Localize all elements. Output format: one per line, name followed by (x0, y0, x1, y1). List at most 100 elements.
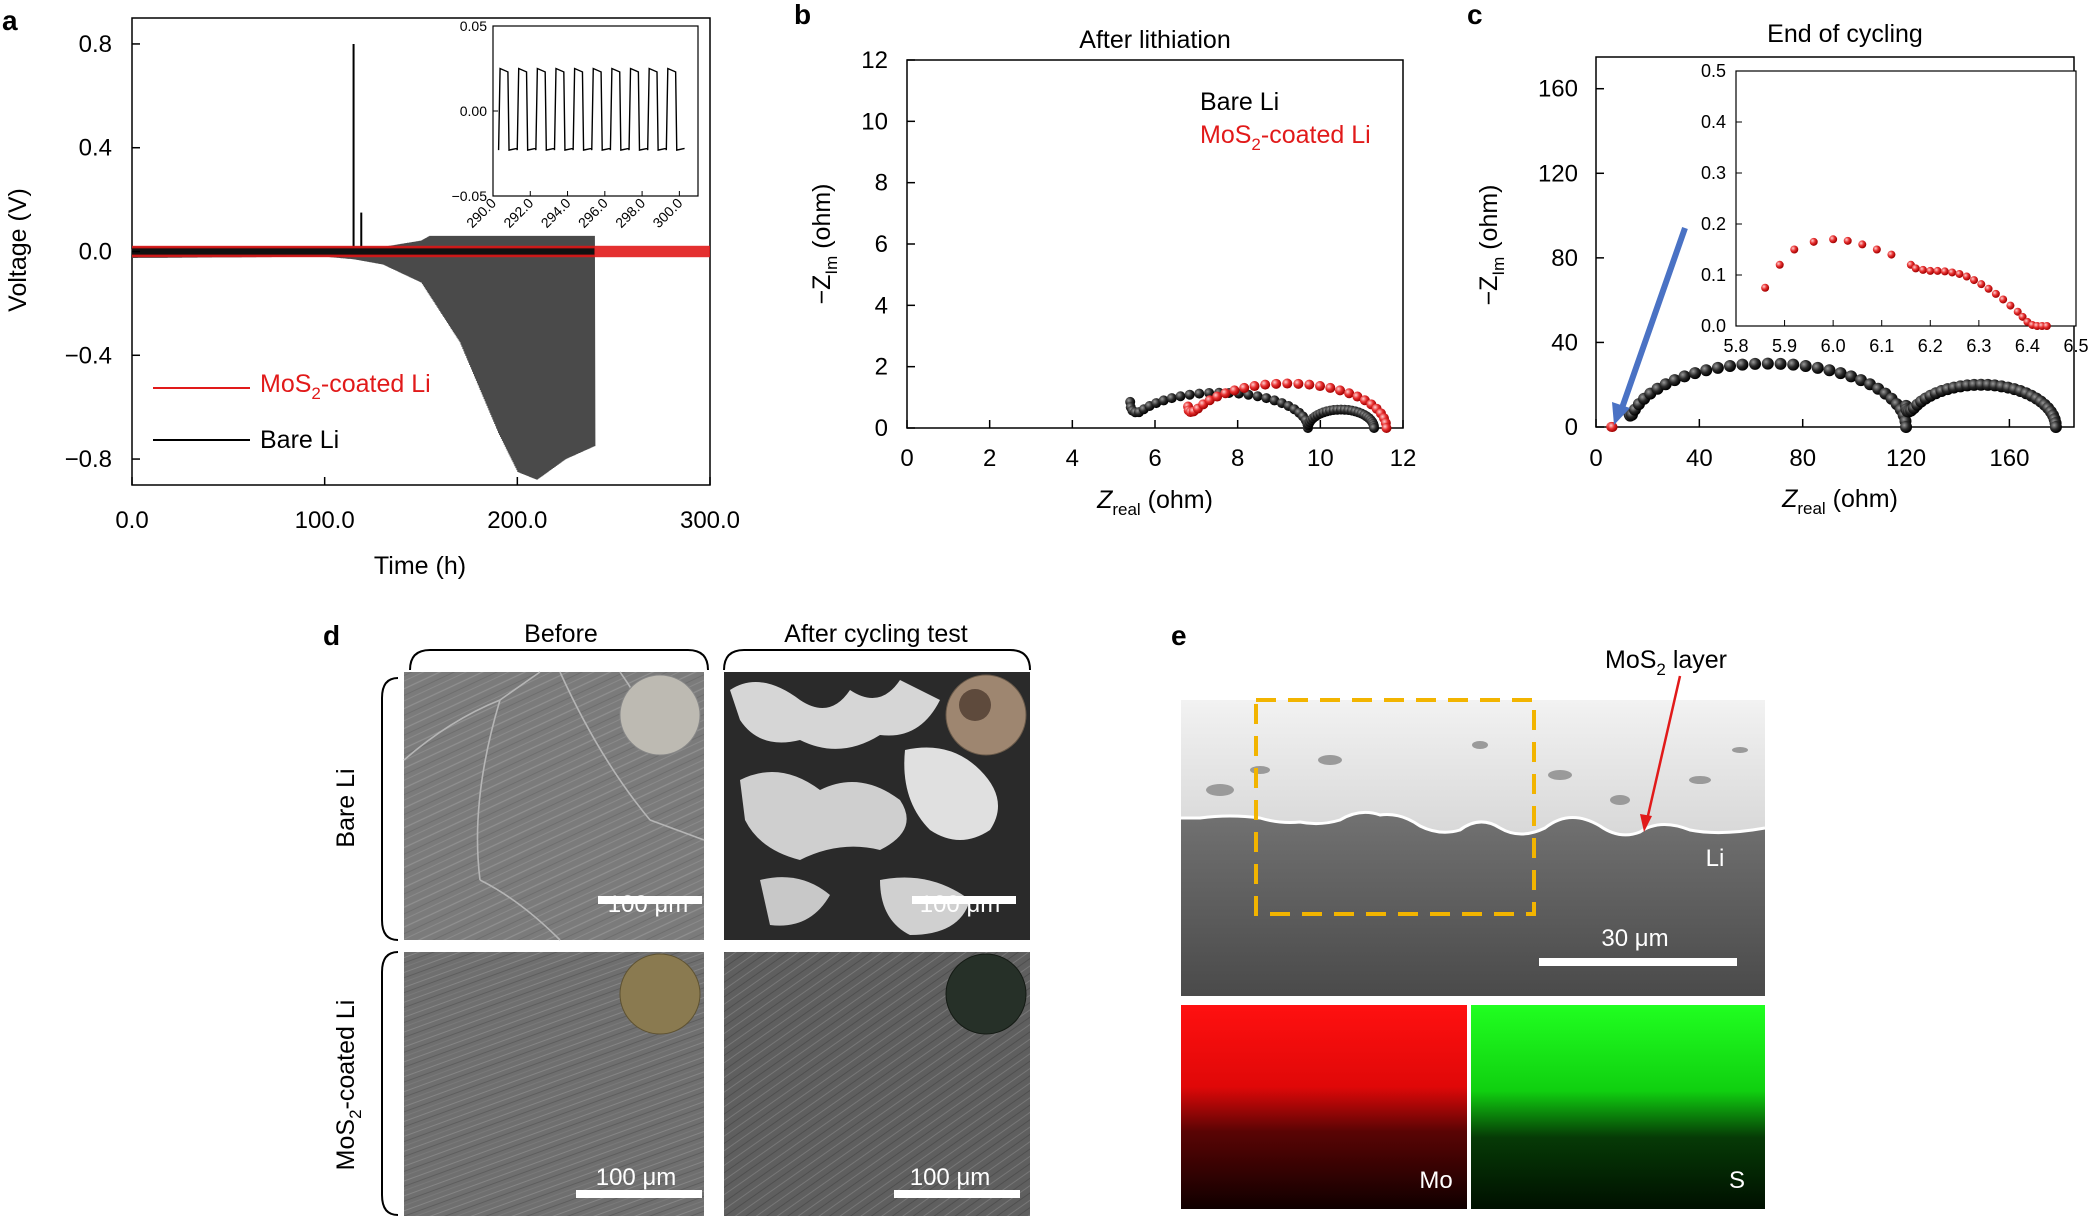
inset-x-tick-label: 6.4 (2015, 336, 2040, 356)
inset-mos2-point (1962, 272, 1971, 281)
bare-li-point (1700, 364, 1713, 377)
mos2-point (1260, 379, 1271, 390)
mos2-point (1271, 378, 1282, 389)
inset-mos2-point (1970, 276, 1978, 285)
x-tick-label: 4 (1066, 445, 1079, 472)
scale-label: 100 μm (608, 891, 689, 918)
scale-bar-e (1539, 958, 1737, 966)
scale-bar (576, 1190, 702, 1198)
y-tick-label: 40 (1551, 329, 1578, 356)
bare-li-point (1689, 367, 1702, 380)
inset-voltage-trace (497, 67, 685, 151)
eds-map-mo (1181, 1005, 1467, 1209)
bare-li-point (1799, 359, 1812, 372)
scale-bar (912, 896, 1016, 904)
bare-li-point (1854, 374, 1867, 387)
panel-c-letter: c (1467, 0, 1483, 30)
x-tick-label: 40 (1686, 445, 1713, 472)
bracket-mos2 (381, 951, 399, 1216)
eds-s-label: S (1729, 1167, 1745, 1194)
y-tick-label: 160 (1538, 76, 1578, 103)
x-tick-label: 6 (1148, 445, 1161, 472)
y-tick-label: 6 (875, 231, 888, 258)
inset-mos2-point (1872, 245, 1881, 254)
bare-li-point (2049, 421, 2062, 433)
li-label: Li (1706, 845, 1725, 872)
panel-e-letter: e (1171, 620, 1187, 651)
inset-x-tick-label: 6.5 (2063, 336, 2088, 356)
panel-c-ylabel: −ZIm (ohm) (1475, 185, 1508, 306)
inset-y-tick-label: 0.00 (460, 103, 487, 119)
x-tick-label: 300.0 (680, 507, 740, 534)
bare-li-point (1175, 391, 1186, 402)
inset-y-tick-label: 0.05 (460, 18, 487, 34)
bare-li-point (1158, 395, 1169, 406)
bare-li-point (1823, 364, 1836, 377)
inset-mos2-point (1775, 260, 1784, 269)
mos2-point (1229, 385, 1240, 396)
bare-li-point (1811, 361, 1824, 374)
panel-a-xlabel: Time (h) (374, 552, 466, 580)
bare-li-band-top (132, 248, 595, 255)
panel-d-col-after: After cycling test (784, 620, 967, 648)
panel-d-col-before: Before (524, 620, 598, 648)
x-tick-label: 200.0 (487, 507, 547, 534)
panel-a-ylabel: Voltage (V) (4, 188, 32, 312)
bare-li-point (1723, 359, 1736, 372)
inset-x-tick-label: 296.0 (575, 195, 611, 231)
bare-li-point (1900, 421, 1913, 433)
inset-y-tick-label: −0.05 (452, 188, 488, 204)
panel-c: c End of cycling 0 40 80 120 16004080120160 … (1467, 0, 2089, 518)
panel-e-layer-label: MoS2 layer (1605, 646, 1727, 679)
panel-b-letter: b (794, 0, 811, 30)
panel-c-series (1606, 357, 2062, 433)
inset-mos2-point (1948, 268, 1957, 277)
panel-b-legend-mos2: MoS2-coated Li (1200, 121, 1371, 154)
bare-li-point (1845, 370, 1858, 383)
bare-li-trace (131, 235, 596, 480)
inset-mos2-point (1790, 245, 1799, 254)
panel-a-axes: 0.0 100.0 200.0 300.0 −0.8 −0.4 0.0 0.4 0.8 (65, 31, 740, 534)
mos2-point (1315, 381, 1326, 392)
panel-b-ylabel: −ZIm (ohm) (808, 184, 841, 305)
scale-bar (894, 1190, 1020, 1198)
inset-y-tick-label: 0.2 (1701, 214, 1726, 234)
x-tick-label: 8 (1231, 445, 1244, 472)
bracket-bare (381, 677, 399, 941)
inset-x-tick-label: 5.8 (1723, 336, 1748, 356)
bare-li-point (1787, 358, 1800, 371)
panel-d-letter: d (323, 620, 340, 651)
panel-a: a 0.0 100.0 200.0 300.0 −0.8 −0.4 0.0 0.4 0.8 29… (2, 5, 740, 580)
bare-li-point (1668, 374, 1681, 387)
panel-b-legend-bare: Bare Li (1200, 88, 1279, 116)
mos2-point (1325, 382, 1336, 393)
bare-li-point (1749, 357, 1762, 370)
scale-label-e: 30 μm (1601, 925, 1668, 952)
y-tick-label: 80 (1551, 245, 1578, 272)
inset-y-tick-label: 0.4 (1701, 112, 1726, 132)
inset-x-tick-label: 5.9 (1772, 336, 1797, 356)
inset-mos2-point (1829, 235, 1838, 244)
panel-b-series (1125, 378, 1392, 433)
sem-mos2-after: 100 μm (724, 952, 1030, 1216)
legend-label-mos2: MoS2-coated Li (260, 370, 431, 403)
y-tick-label: 120 (1538, 160, 1578, 187)
bare-li-point (1659, 378, 1672, 391)
eds-map-s (1471, 1005, 1765, 1209)
panel-a-letter: a (2, 5, 18, 36)
x-tick-label: 0 (900, 445, 913, 472)
bracket-after (723, 649, 1031, 671)
y-tick-label: 8 (875, 170, 888, 197)
mos2-point (1239, 382, 1250, 393)
panel-c-inset: 5.8 5.9 6.0 6.1 6.2 6.3 6.4 6.5 0.0 0.1 0.2 0.3 0.4 0… (1701, 61, 2089, 356)
coin-photo (945, 953, 1027, 1035)
inset-x-tick-label: 6.2 (1918, 336, 1943, 356)
eds-mo-label: Mo (1419, 1167, 1452, 1194)
inset-y-tick-label: 0.3 (1701, 163, 1726, 183)
cross-section-sem: Li 30 μm (1181, 675, 1766, 996)
bare-li-point (1252, 391, 1263, 402)
inset-mos2-point (2018, 312, 2027, 321)
inset-x-tick-label: 300.0 (649, 195, 685, 231)
inset-mos2-point (1940, 267, 1949, 276)
